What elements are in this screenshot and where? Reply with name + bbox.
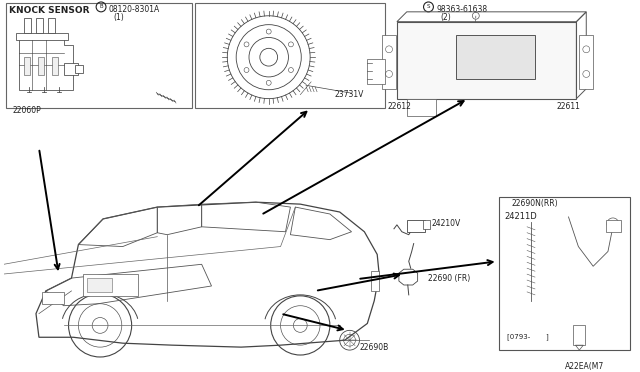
Bar <box>422 220 431 229</box>
Text: 23731V: 23731V <box>335 90 364 99</box>
Bar <box>579 35 593 89</box>
Bar <box>367 59 385 84</box>
Text: A22EA(M7: A22EA(M7 <box>564 362 604 371</box>
Bar <box>76 65 83 73</box>
Text: 22690 (FR): 22690 (FR) <box>428 274 471 283</box>
Bar <box>407 99 436 116</box>
Bar <box>83 274 138 296</box>
Text: 22690B: 22690B <box>360 343 388 352</box>
Bar <box>24 57 30 75</box>
Bar <box>38 57 44 75</box>
Bar <box>407 220 424 232</box>
Bar <box>16 32 68 41</box>
Text: 22060P: 22060P <box>12 106 41 115</box>
Text: 22690N(RR): 22690N(RR) <box>511 199 558 208</box>
Bar <box>87 278 112 292</box>
Bar <box>24 18 31 32</box>
Text: (1): (1) <box>113 13 124 22</box>
Text: [0793-       ]: [0793- ] <box>508 333 549 340</box>
Text: S: S <box>427 4 430 9</box>
Bar <box>6 3 192 109</box>
Bar <box>456 35 535 79</box>
Bar <box>573 326 585 345</box>
Bar <box>63 63 78 75</box>
Bar <box>48 18 55 32</box>
Text: 22612: 22612 <box>387 102 411 110</box>
Bar <box>382 35 396 89</box>
Text: 98363-61638: 98363-61638 <box>436 5 488 14</box>
Text: B: B <box>99 4 103 9</box>
Bar <box>42 292 63 304</box>
Text: (2): (2) <box>440 13 451 22</box>
Bar <box>195 3 385 109</box>
Text: KNOCK SENSOR: KNOCK SENSOR <box>10 6 90 15</box>
Bar <box>371 271 379 291</box>
Text: 24210V: 24210V <box>431 219 461 228</box>
Bar <box>52 57 58 75</box>
Bar <box>499 197 630 350</box>
Text: 22611: 22611 <box>557 102 580 110</box>
Text: 24211D: 24211D <box>504 212 537 221</box>
Bar <box>36 18 43 32</box>
Bar <box>397 22 577 99</box>
Text: 08120-8301A: 08120-8301A <box>109 5 160 14</box>
Bar <box>606 220 621 232</box>
